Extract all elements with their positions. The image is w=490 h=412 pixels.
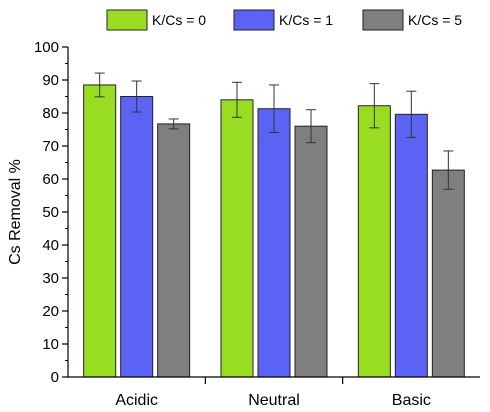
y-tick-label: 50 — [42, 204, 59, 221]
legend-label: K/Cs = 1 — [279, 12, 333, 28]
legend-label: K/Cs = 5 — [408, 12, 462, 28]
legend: K/Cs = 0 K/Cs = 1 K/Cs = 5 — [106, 9, 462, 31]
bar — [120, 96, 154, 378]
y-tick-label: 80 — [42, 105, 59, 122]
bar — [294, 125, 328, 378]
y-tick-label: 100 — [34, 39, 59, 56]
bar — [157, 123, 191, 378]
legend-label: K/Cs = 0 — [152, 12, 206, 28]
y-tick-label: 0 — [51, 369, 59, 386]
y-tick-label: 90 — [42, 72, 59, 89]
bar — [394, 113, 428, 378]
x-tick-label: Acidic — [115, 392, 158, 409]
y-tick-label: 40 — [42, 237, 59, 254]
y-tick-label: 20 — [42, 303, 59, 320]
y-axis-title: Cs Removal % — [7, 159, 24, 265]
legend-swatch — [106, 9, 148, 31]
y-tick-label: 30 — [42, 270, 59, 287]
bar — [431, 169, 465, 378]
bar — [83, 84, 117, 378]
y-tick-label: 10 — [42, 336, 59, 353]
legend-swatch — [362, 9, 404, 31]
x-tick-label: Basic — [392, 392, 431, 409]
legend-swatch — [233, 9, 275, 31]
bar — [357, 105, 391, 378]
x-tick-label: Neutral — [248, 392, 300, 409]
axes: 0 10 20 30 40 50 60 70 80 90 100 Acidic Neutral Basic — [34, 39, 480, 409]
y-tick-label: 60 — [42, 171, 59, 188]
y-tick-label: 70 — [42, 138, 59, 155]
bars — [83, 72, 465, 378]
bar — [220, 99, 254, 378]
bar — [257, 108, 291, 378]
